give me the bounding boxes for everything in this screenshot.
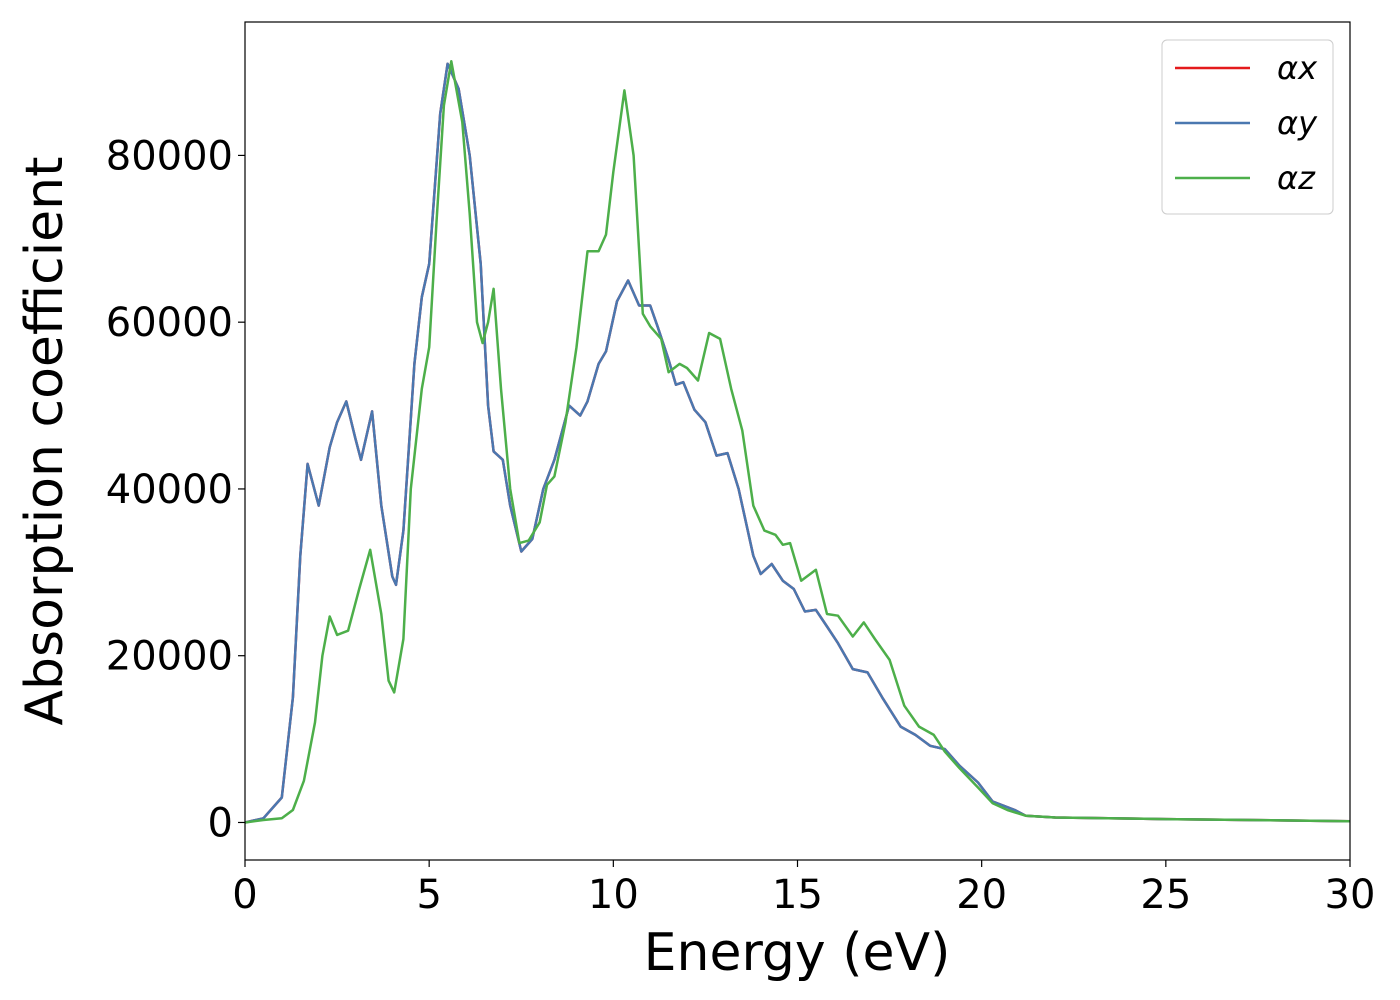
y-tick-label: 80000 — [106, 133, 233, 179]
data-line — [244, 59, 1351, 824]
x-tick-label: 10 — [588, 872, 639, 918]
x-tick-label: 30 — [1325, 872, 1376, 918]
legend-label: αy — [1277, 104, 1318, 142]
y-tick-label: 60000 — [106, 300, 233, 346]
x-axis-label: Energy (eV) — [644, 923, 951, 983]
x-tick-label: 15 — [772, 872, 823, 918]
x-tick-label: 5 — [416, 872, 441, 918]
y-tick-label: 40000 — [106, 467, 233, 513]
x-tick-label: 20 — [956, 872, 1007, 918]
y-tick-label: 20000 — [106, 634, 233, 680]
legend-box — [1161, 39, 1334, 215]
y-axis-label: Absorption coefficient — [15, 156, 75, 725]
legend-label: αx — [1277, 49, 1318, 87]
y-tick-label: 0 — [208, 800, 233, 846]
x-tick-label: 0 — [232, 872, 257, 918]
plot-frame — [244, 21, 1351, 861]
data-line — [244, 62, 1351, 824]
legend-label: αz — [1277, 159, 1316, 197]
x-tick-label: 25 — [1140, 872, 1191, 918]
